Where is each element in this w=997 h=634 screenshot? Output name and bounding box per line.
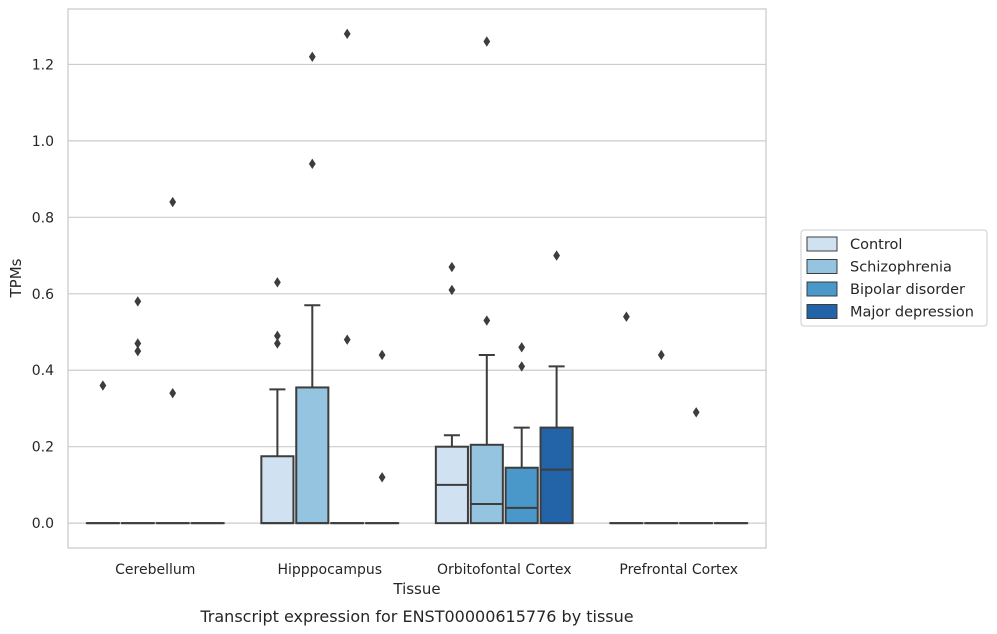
outlier-point bbox=[378, 349, 386, 361]
box-group bbox=[434, 36, 574, 525]
y-tick-label: 0.4 bbox=[32, 363, 54, 379]
box-groups bbox=[85, 28, 749, 525]
box-group bbox=[260, 28, 400, 525]
box bbox=[260, 455, 295, 525]
y-tick-label: 1.0 bbox=[32, 134, 54, 150]
y-tick-label: 0.6 bbox=[32, 287, 54, 303]
outlier-point bbox=[623, 311, 630, 322]
legend-swatch bbox=[806, 259, 838, 274]
outlier-point bbox=[274, 330, 281, 342]
outlier-point bbox=[448, 284, 456, 296]
box bbox=[295, 386, 330, 525]
outlier-point bbox=[483, 36, 491, 47]
legend-label: Schizophrenia bbox=[850, 260, 952, 276]
y-tick-label: 1.2 bbox=[32, 57, 54, 73]
legend: Control Schizophrenia Bipolar disorder Majo… bbox=[800, 229, 988, 327]
outlier-point bbox=[343, 334, 351, 345]
outlier-point bbox=[274, 338, 281, 349]
outlier-point bbox=[553, 250, 560, 261]
box bbox=[469, 443, 504, 525]
plot-area bbox=[68, 9, 766, 548]
legend-swatch bbox=[806, 304, 838, 319]
plot-frame bbox=[67, 8, 767, 549]
figure-caption: Transcript expression for ENST0000061577… bbox=[199, 607, 633, 626]
outlier-point bbox=[134, 296, 142, 307]
y-tick-label: 0.0 bbox=[32, 516, 54, 532]
box-group bbox=[85, 196, 225, 525]
x-tick-label: Prefrontal Cortex bbox=[619, 562, 738, 578]
outlier-point bbox=[657, 349, 665, 361]
legend-label: Control bbox=[850, 237, 902, 253]
x-axis-label: Tissue bbox=[392, 580, 440, 598]
outlier-point bbox=[169, 387, 177, 399]
legend-frame bbox=[800, 229, 988, 327]
outlier-point bbox=[483, 315, 491, 326]
legend-swatch bbox=[806, 236, 838, 252]
x-tick-label: Hipppocampus bbox=[277, 562, 382, 578]
y-tick-label: 0.8 bbox=[32, 210, 54, 226]
y-tick-labels: 0.0 0.2 0.4 0.6 0.8 1.0 1.2 bbox=[32, 57, 54, 532]
outlier-point bbox=[308, 51, 316, 62]
outlier-point bbox=[274, 277, 281, 288]
outlier-point bbox=[134, 345, 142, 357]
outlier-point bbox=[99, 380, 107, 391]
outlier-point bbox=[518, 361, 526, 372]
outlier-point bbox=[134, 338, 142, 349]
outlier-point bbox=[169, 196, 177, 208]
y-gridlines bbox=[68, 63, 766, 524]
legend-label: Bipolar disorder bbox=[850, 282, 965, 298]
x-tick-label: Cerebellum bbox=[115, 562, 195, 578]
legend-swatch bbox=[806, 281, 838, 297]
x-tick-labels: Cerebellum Hipppocampus Orbitofontal Corte… bbox=[115, 562, 738, 578]
outlier-point bbox=[343, 28, 351, 40]
outlier-point bbox=[692, 407, 700, 418]
outlier-point bbox=[448, 261, 456, 273]
box bbox=[539, 426, 574, 525]
outlier-point bbox=[378, 472, 386, 483]
outlier-point bbox=[518, 342, 526, 353]
y-axis-label: TPMs bbox=[7, 258, 25, 298]
outlier-point bbox=[308, 158, 316, 170]
legend-label: Major depression bbox=[850, 305, 974, 321]
y-tick-label: 0.2 bbox=[32, 440, 54, 456]
box-group bbox=[609, 311, 749, 525]
x-tick-label: Orbitofontal Cortex bbox=[437, 562, 572, 578]
box bbox=[504, 466, 539, 525]
